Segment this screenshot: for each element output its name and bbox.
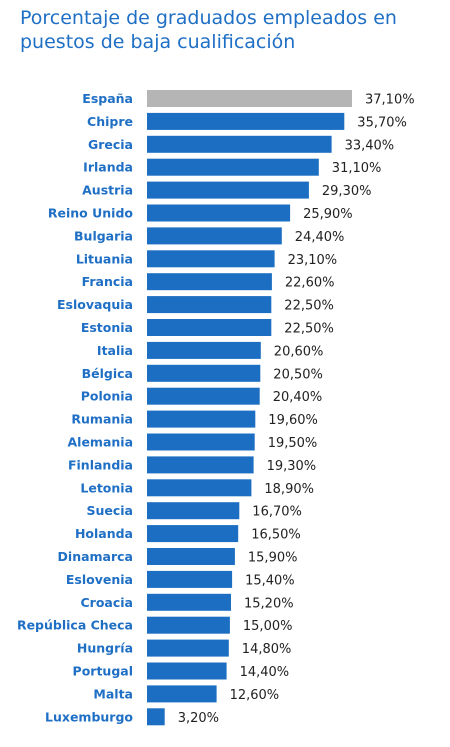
category-label-8: Francia	[82, 274, 133, 289]
bar-6	[147, 227, 282, 245]
value-label-26: 12,60%	[230, 688, 280, 703]
value-label-6: 24,40%	[295, 230, 345, 245]
value-label-8: 22,60%	[285, 276, 335, 291]
category-label-11: Italia	[97, 343, 133, 358]
category-label-26: Malta	[93, 686, 133, 701]
bar-9	[147, 296, 272, 314]
value-label-24: 14,80%	[242, 642, 292, 657]
category-label-10: Estonia	[81, 320, 133, 335]
value-label-5: 25,90%	[303, 207, 353, 222]
bar-24	[147, 639, 229, 657]
bar-25	[147, 662, 227, 680]
bar-5	[147, 204, 291, 222]
category-label-3: Irlanda	[83, 160, 133, 175]
bar-23	[147, 616, 230, 634]
bar-14	[147, 410, 256, 428]
bar-10	[147, 319, 272, 336]
bar-18	[147, 502, 240, 520]
bar-22	[147, 593, 231, 611]
category-label-16: Finlandia	[68, 457, 133, 472]
bar-19	[147, 525, 239, 543]
bar-12	[147, 364, 261, 382]
bar-4	[147, 181, 309, 199]
category-label-21: Eslovenia	[66, 572, 133, 587]
category-label-6: Bulgaria	[74, 228, 133, 243]
bar-17	[147, 479, 252, 497]
value-label-25: 14,40%	[240, 665, 290, 680]
value-label-9: 22,50%	[284, 299, 334, 314]
value-label-0: 37,10%	[365, 93, 415, 108]
value-label-11: 20,60%	[274, 344, 324, 359]
value-label-16: 19,30%	[267, 459, 317, 474]
value-label-22: 15,20%	[244, 596, 294, 611]
category-label-7: Lituania	[76, 251, 133, 266]
value-label-18: 16,70%	[252, 505, 302, 520]
category-label-20: Dinamarca	[58, 549, 133, 564]
value-label-10: 22,50%	[284, 322, 334, 337]
bar-7	[147, 250, 275, 268]
bar-2	[147, 135, 332, 153]
value-label-3: 31,10%	[332, 161, 382, 176]
category-label-2: Grecia	[88, 137, 133, 152]
bar-0	[147, 90, 352, 107]
category-label-14: Rumania	[71, 412, 133, 427]
value-label-2: 33,40%	[345, 138, 395, 153]
value-label-14: 19,60%	[268, 413, 318, 428]
category-label-12: Bélgica	[82, 366, 133, 381]
bar-20	[147, 548, 235, 565]
category-label-13: Polonia	[81, 389, 133, 404]
bar-13	[147, 387, 260, 405]
category-label-5: Reino Unido	[48, 206, 134, 221]
bar-27	[147, 708, 165, 726]
bar-26	[147, 685, 217, 703]
bar-11	[147, 341, 261, 359]
category-label-25: Portugal	[73, 664, 133, 679]
category-label-23: República Checa	[17, 618, 133, 633]
category-label-4: Austria	[82, 183, 133, 198]
value-label-12: 20,50%	[273, 367, 323, 382]
category-label-9: Eslovaquia	[57, 297, 133, 312]
category-label-1: Chipre	[87, 114, 133, 129]
bar-1	[147, 112, 345, 130]
value-label-27: 3,20%	[178, 711, 219, 726]
category-label-0: España	[82, 91, 133, 106]
chart-title: Porcentaje de graduados empleados en pue…	[20, 7, 397, 53]
bar-21	[147, 570, 233, 588]
bar-16	[147, 456, 254, 474]
value-label-7: 23,10%	[288, 253, 338, 268]
category-label-15: Alemania	[67, 435, 133, 450]
value-label-1: 35,70%	[357, 115, 407, 130]
category-label-17: Letonia	[80, 480, 133, 495]
value-label-17: 18,90%	[264, 482, 314, 497]
value-label-21: 15,40%	[245, 573, 295, 588]
bar-3	[147, 158, 319, 176]
bar-15	[147, 433, 255, 451]
value-label-23: 15,00%	[243, 619, 293, 634]
value-label-15: 19,50%	[268, 436, 318, 451]
bar-8	[147, 273, 272, 291]
value-label-4: 29,30%	[322, 184, 372, 199]
value-label-13: 20,40%	[273, 390, 323, 405]
category-label-22: Croacia	[81, 595, 134, 610]
category-label-27: Luxemburgo	[45, 709, 133, 724]
category-label-18: Suecia	[86, 503, 133, 518]
category-label-24: Hungría	[77, 641, 133, 656]
category-label-19: Holanda	[75, 526, 133, 541]
value-label-20: 15,90%	[248, 551, 298, 566]
value-label-19: 16,50%	[251, 528, 301, 543]
